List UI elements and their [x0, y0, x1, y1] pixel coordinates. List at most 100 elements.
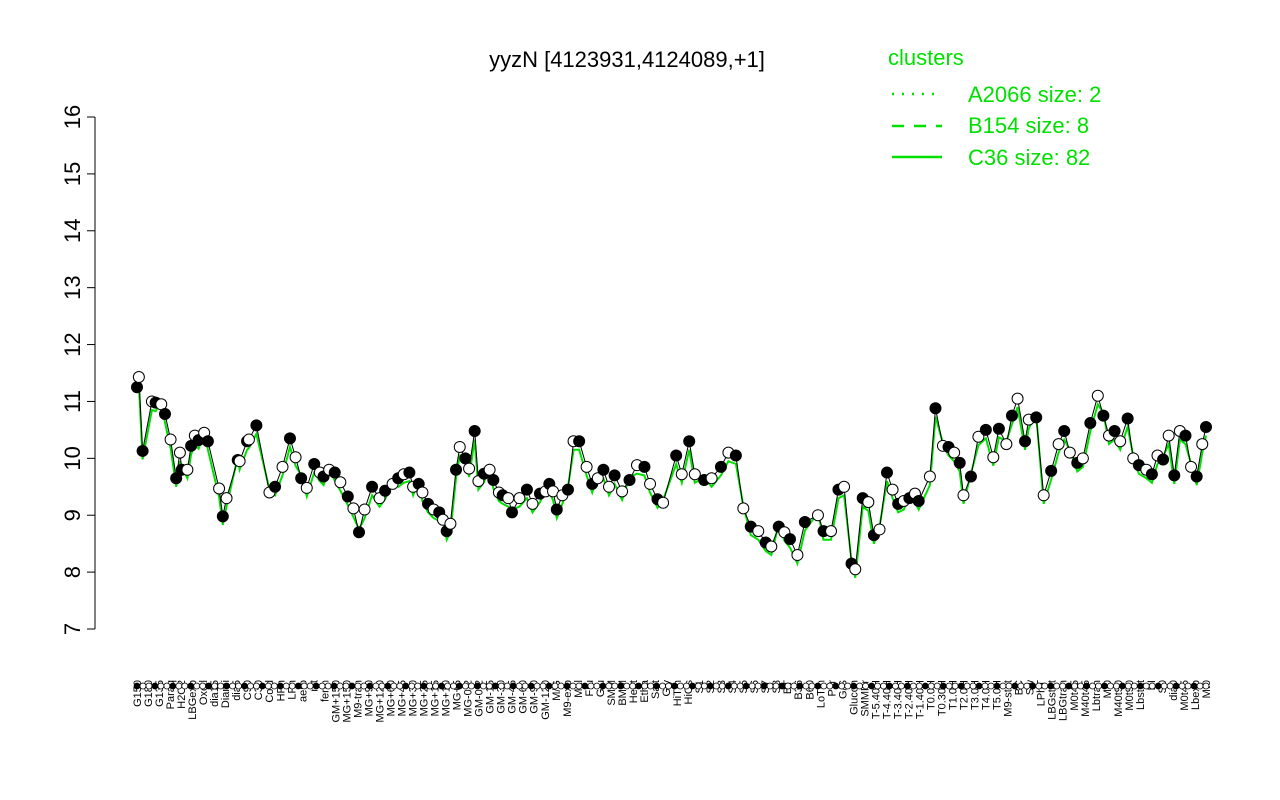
data-point	[483, 463, 496, 476]
x-rug-marker	[1196, 682, 1204, 690]
data-point	[300, 481, 313, 494]
x-rug-marker	[1142, 682, 1150, 690]
data-point	[644, 477, 657, 490]
x-rug-marker	[790, 682, 798, 690]
data-point	[1097, 409, 1110, 422]
data-point	[752, 525, 765, 538]
x-rug-marker	[736, 682, 744, 690]
data-point	[729, 449, 742, 462]
data-point	[838, 480, 851, 493]
data-point	[1045, 464, 1058, 477]
x-rug-marker	[169, 682, 177, 690]
data-point	[136, 444, 149, 457]
y-tick-label-9: 9	[60, 509, 85, 521]
x-rug-marker	[569, 682, 577, 690]
y-axis: 7 8 9 10 11 12 13 14 15 16	[60, 105, 96, 635]
data-point	[1019, 435, 1032, 448]
data-point	[929, 402, 942, 415]
x-rug-marker	[366, 682, 374, 690]
x-tick-label: T-3.40H	[892, 680, 904, 719]
data-point	[1114, 435, 1127, 448]
data-point	[242, 433, 255, 446]
x-rug-marker	[892, 682, 899, 690]
x-rug-marker	[294, 682, 302, 690]
x-rug-marker	[509, 682, 517, 690]
x-rug-marker	[605, 682, 613, 690]
x-rug-marker	[426, 682, 434, 690]
legend-title: clusters	[888, 45, 964, 70]
data-point	[657, 496, 670, 509]
data-point	[688, 468, 701, 481]
x-rug-marker	[599, 682, 607, 690]
data-point	[416, 486, 429, 499]
x-rug-marker	[324, 682, 332, 690]
data-point	[308, 458, 321, 471]
x-rug-marker	[217, 682, 225, 690]
data-point	[1000, 438, 1013, 451]
data-point	[1084, 417, 1097, 430]
data-point	[948, 446, 961, 459]
x-rug-marker	[1065, 682, 1073, 690]
data-point	[1121, 412, 1134, 425]
x-rug-marker	[629, 682, 637, 690]
x-rug-marker	[808, 682, 816, 690]
x-rug-marker	[527, 682, 535, 690]
data-point	[450, 463, 463, 476]
y-tick-label-16: 16	[60, 105, 85, 129]
x-rug-marker	[223, 682, 230, 690]
x-rug-marker	[1202, 682, 1210, 690]
y-tick-label-8: 8	[60, 566, 85, 578]
x-rug-marker	[1136, 682, 1144, 690]
data-point	[783, 533, 796, 546]
x-rug-marker	[1118, 682, 1126, 690]
x-tick-label: GM-45	[507, 680, 519, 714]
data-point	[132, 370, 145, 383]
chart-title: yyzN [4123931,4124089,+1]	[489, 47, 765, 72]
x-rug-marker	[975, 682, 983, 690]
data-point	[201, 435, 214, 448]
x-rug-marker	[760, 682, 768, 690]
x-rug-marker	[139, 682, 147, 690]
x-rug-marker	[1041, 682, 1049, 690]
legend: clusters A2066 size: 2 B154 size: 8 C36 …	[888, 45, 1101, 170]
x-tick-label: MG+120	[374, 680, 386, 723]
x-rug-marker	[593, 682, 601, 690]
x-rug-marker	[886, 682, 893, 690]
data-point	[765, 540, 778, 553]
x-rug-marker	[647, 682, 654, 690]
data-point	[487, 473, 500, 486]
x-rug-marker	[259, 682, 266, 690]
data-point	[216, 510, 229, 523]
x-rug-marker	[671, 682, 678, 690]
x-rug-marker	[1011, 682, 1019, 690]
data-point	[520, 483, 533, 496]
data-point	[623, 473, 636, 486]
data-point	[164, 433, 177, 446]
x-rug-marker	[247, 682, 254, 690]
x-rug-marker	[957, 682, 965, 690]
data-point	[1005, 409, 1018, 422]
data-point	[964, 470, 977, 483]
x-rug-marker	[479, 682, 487, 690]
data-point	[798, 516, 811, 529]
x-rug-marker	[903, 682, 911, 690]
x-rug-marker	[730, 682, 738, 690]
x-rug-marker	[270, 682, 278, 690]
x-rug-marker	[677, 682, 684, 690]
x-tick-label: SMMPr	[859, 680, 871, 717]
y-tick-label-13: 13	[60, 275, 85, 299]
x-tick-label: T-2.40H	[903, 680, 915, 719]
x-rug-marker	[551, 682, 559, 690]
x-rug-marker	[545, 682, 553, 690]
x-rug-marker	[706, 682, 714, 690]
x-rug-marker	[306, 682, 314, 690]
x-rug-marker	[623, 682, 631, 690]
data-point	[791, 549, 804, 562]
data-point	[561, 483, 574, 496]
x-rug-marker	[420, 682, 428, 690]
data-point	[675, 468, 688, 481]
y-tick-label-15: 15	[60, 162, 85, 186]
x-rug-marker	[402, 682, 410, 690]
x-rug-marker	[1190, 682, 1198, 690]
x-rug-marker	[378, 682, 386, 690]
